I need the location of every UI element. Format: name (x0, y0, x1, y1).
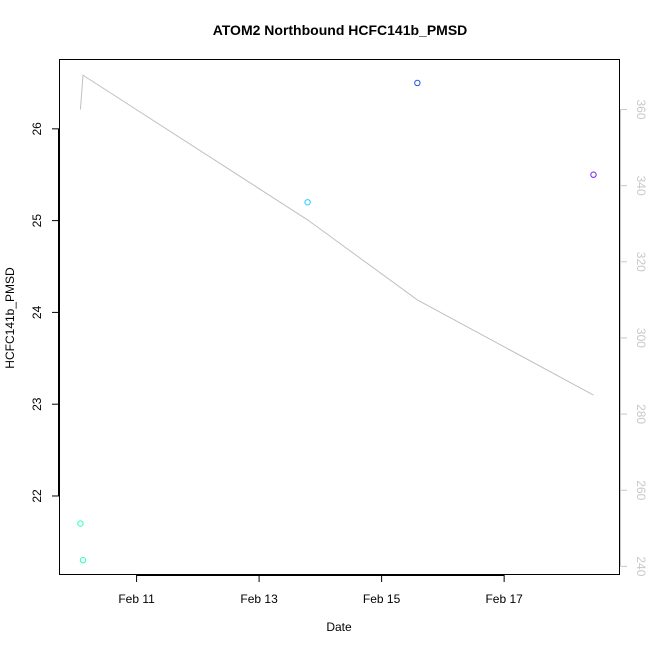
x-tick-label: Feb 15 (363, 592, 401, 606)
chart-title: ATOM2 Northbound HCFC141b_PMSD (213, 22, 468, 38)
x-axis: Feb 11 Feb 13 Feb 15 Feb 17 (118, 575, 523, 606)
y2-tick-label: 320 (634, 252, 648, 272)
y2-tick-label: 240 (634, 556, 648, 576)
secondary-y-axis: 240 260 280 300 320 340 360 (620, 99, 648, 577)
x-axis-label: Date (326, 620, 352, 634)
plot-area (59, 59, 620, 575)
x-tick-label: Feb 13 (240, 592, 278, 606)
y-tick-label: 24 (30, 305, 44, 319)
y2-tick-label: 280 (634, 404, 648, 424)
data-point (79, 557, 87, 564)
line-series (79, 74, 594, 396)
y-tick-label: 22 (30, 489, 44, 503)
y-axis: 22 23 24 25 26 (30, 122, 59, 503)
data-point (590, 171, 597, 178)
x-tick-label: Feb 11 (118, 592, 155, 606)
y2-tick-label: 340 (634, 176, 648, 196)
data-point (414, 79, 421, 87)
y-tick-label: 23 (30, 397, 44, 411)
y-tick-label: 26 (30, 122, 44, 136)
data-point (77, 520, 84, 527)
y-tick-label: 25 (30, 214, 44, 228)
data-point (304, 199, 311, 206)
y-axis-label: HCFC141b_PMSD (3, 267, 17, 369)
y2-tick-label: 300 (634, 328, 648, 348)
y2-tick-label: 360 (634, 99, 648, 119)
y2-tick-label: 260 (634, 480, 648, 500)
series-line (79, 74, 594, 396)
x-tick-label: Feb 17 (485, 592, 523, 606)
data-points (77, 79, 597, 564)
